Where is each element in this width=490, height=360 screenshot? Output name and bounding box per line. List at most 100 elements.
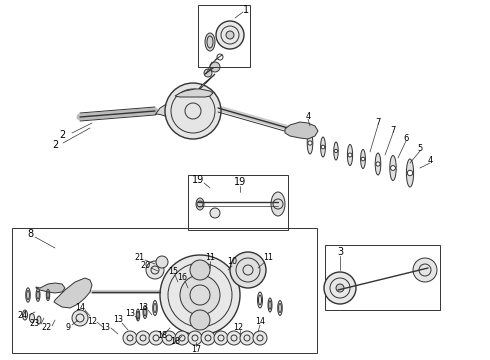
Circle shape — [149, 331, 163, 345]
Text: 7: 7 — [391, 126, 396, 135]
Text: 18: 18 — [170, 338, 180, 346]
Ellipse shape — [196, 198, 204, 210]
Polygon shape — [54, 278, 92, 308]
Bar — [188, 175, 288, 230]
Ellipse shape — [390, 156, 396, 180]
Text: 12: 12 — [233, 323, 243, 332]
Circle shape — [201, 331, 215, 345]
Ellipse shape — [136, 309, 140, 321]
Circle shape — [336, 284, 344, 292]
Text: 17: 17 — [191, 346, 201, 355]
Circle shape — [321, 145, 325, 149]
Text: 12: 12 — [87, 318, 97, 327]
Ellipse shape — [375, 153, 381, 175]
Circle shape — [146, 261, 164, 279]
Ellipse shape — [36, 289, 40, 301]
Circle shape — [376, 162, 380, 166]
Text: 1: 1 — [243, 5, 249, 15]
Ellipse shape — [153, 301, 157, 315]
Ellipse shape — [278, 301, 282, 315]
Ellipse shape — [271, 192, 285, 216]
Circle shape — [226, 31, 234, 39]
Circle shape — [334, 149, 338, 153]
Circle shape — [210, 62, 220, 72]
Text: 23: 23 — [29, 320, 39, 328]
Text: 7: 7 — [375, 117, 381, 126]
Ellipse shape — [46, 289, 50, 301]
Text: 21: 21 — [134, 252, 144, 261]
Circle shape — [230, 252, 266, 288]
Ellipse shape — [406, 159, 414, 187]
Text: 2: 2 — [59, 130, 65, 140]
Circle shape — [180, 275, 220, 315]
Circle shape — [175, 331, 189, 345]
Bar — [325, 245, 440, 310]
Circle shape — [324, 272, 356, 304]
Text: 18: 18 — [157, 330, 167, 339]
Text: 11: 11 — [263, 253, 273, 262]
Text: 10: 10 — [227, 257, 237, 266]
Text: 13: 13 — [100, 324, 110, 333]
Ellipse shape — [320, 137, 325, 157]
Circle shape — [413, 258, 437, 282]
Circle shape — [391, 166, 395, 170]
Circle shape — [162, 331, 176, 345]
Text: 11: 11 — [205, 252, 215, 261]
Circle shape — [214, 331, 228, 345]
Text: 24: 24 — [17, 310, 27, 320]
Ellipse shape — [205, 33, 215, 51]
Circle shape — [240, 331, 254, 345]
Circle shape — [72, 310, 88, 326]
Ellipse shape — [258, 292, 263, 308]
Text: 8: 8 — [27, 229, 33, 239]
Text: 13: 13 — [125, 310, 135, 319]
Polygon shape — [175, 89, 213, 97]
Circle shape — [156, 256, 168, 268]
Text: 5: 5 — [417, 144, 422, 153]
Text: 19: 19 — [234, 177, 246, 187]
Polygon shape — [285, 122, 318, 139]
Circle shape — [165, 83, 221, 139]
Text: 22: 22 — [41, 324, 51, 333]
Polygon shape — [36, 283, 65, 293]
Circle shape — [407, 170, 413, 176]
Text: 19: 19 — [192, 175, 204, 185]
Text: 6: 6 — [403, 134, 409, 143]
Ellipse shape — [29, 314, 34, 323]
Ellipse shape — [26, 288, 30, 302]
Circle shape — [123, 331, 137, 345]
Circle shape — [188, 331, 202, 345]
Bar — [198, 5, 250, 67]
Circle shape — [216, 21, 244, 49]
Text: 13: 13 — [113, 315, 123, 324]
Circle shape — [204, 69, 212, 77]
Text: 13: 13 — [138, 303, 148, 312]
Circle shape — [160, 255, 240, 335]
Circle shape — [190, 310, 210, 330]
Bar — [12, 228, 317, 353]
Circle shape — [227, 331, 241, 345]
Text: 16: 16 — [177, 274, 187, 283]
Text: 9: 9 — [66, 323, 71, 332]
Ellipse shape — [334, 142, 338, 160]
Text: 2: 2 — [52, 140, 58, 150]
Text: 15: 15 — [168, 267, 178, 276]
Ellipse shape — [143, 306, 147, 319]
Polygon shape — [195, 74, 215, 96]
Circle shape — [348, 153, 352, 157]
Ellipse shape — [361, 149, 366, 168]
Ellipse shape — [347, 144, 353, 166]
Circle shape — [210, 208, 220, 218]
Circle shape — [361, 157, 365, 161]
Polygon shape — [155, 96, 220, 126]
Ellipse shape — [268, 298, 272, 312]
Text: 20: 20 — [140, 261, 150, 270]
Ellipse shape — [37, 316, 41, 324]
Text: 14: 14 — [255, 318, 265, 327]
Text: 3: 3 — [337, 247, 343, 257]
Circle shape — [253, 331, 267, 345]
Circle shape — [190, 260, 210, 280]
Circle shape — [308, 141, 312, 145]
Ellipse shape — [23, 310, 27, 320]
Text: 4: 4 — [305, 112, 311, 121]
